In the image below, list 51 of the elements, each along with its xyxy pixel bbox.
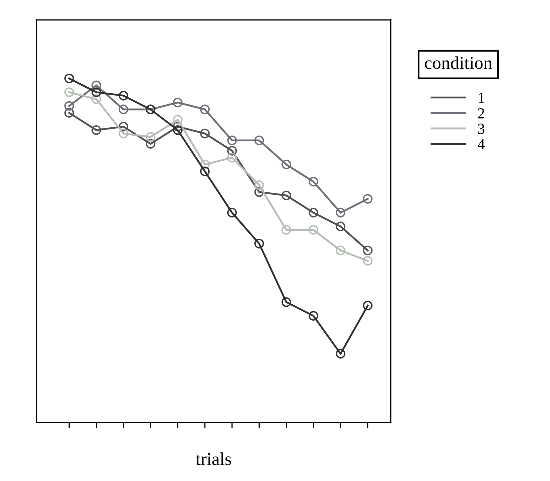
point: [200, 104, 210, 115]
point: [118, 91, 129, 101]
point: [254, 180, 264, 190]
point: [336, 222, 346, 232]
point: [173, 115, 183, 125]
point: [92, 80, 102, 90]
point: [308, 177, 319, 187]
point: [336, 208, 346, 218]
x-axis-title: trials: [196, 452, 232, 466]
point: [173, 98, 183, 108]
point: [282, 190, 292, 201]
point: [92, 94, 102, 104]
point: [308, 311, 319, 321]
point: [118, 122, 129, 132]
legend-label: 4: [478, 139, 486, 150]
point: [254, 187, 264, 198]
point: [200, 128, 210, 139]
legend-label: 2: [478, 108, 484, 119]
point: [227, 146, 238, 156]
point: [118, 128, 129, 139]
point: [254, 136, 264, 146]
point: [173, 125, 183, 136]
legend-label: 1: [478, 93, 484, 104]
point: [64, 108, 74, 118]
point: [118, 104, 129, 115]
point: [363, 300, 373, 311]
point: [92, 125, 102, 136]
point: [363, 256, 373, 266]
point: [336, 246, 346, 256]
point: [64, 74, 74, 84]
point: [227, 208, 238, 218]
legend-title: condition: [425, 56, 492, 70]
point: [227, 152, 238, 163]
legend-label: 3: [478, 124, 485, 134]
point: [200, 160, 210, 170]
point: [282, 225, 292, 235]
point: [254, 239, 264, 249]
point: [336, 349, 346, 359]
point: [308, 208, 319, 218]
point: [146, 132, 156, 142]
point: [146, 139, 156, 149]
point: [308, 225, 319, 235]
point: [363, 246, 373, 256]
point: [92, 88, 102, 98]
point: [282, 160, 292, 170]
point: [363, 194, 373, 204]
point: [227, 136, 238, 146]
point: [282, 298, 292, 308]
point: [64, 101, 74, 112]
point: [200, 166, 210, 176]
point: [64, 88, 74, 98]
